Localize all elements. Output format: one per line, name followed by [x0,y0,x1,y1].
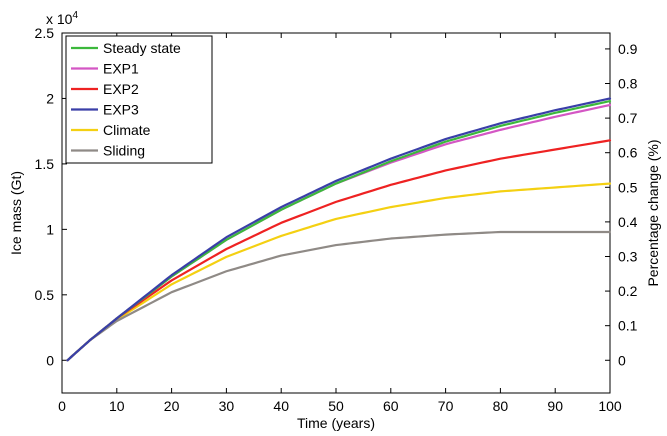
y2-tick-label: 0.5 [618,179,638,195]
y-multiplier-exponent: 4 [72,10,78,21]
y2-axis-ticks: 0 0.1 0.2 0.3 0.4 0.5 0.6 0.7 0.8 0.9 [605,41,638,368]
y2-tick-label: 0.1 [618,318,638,334]
y2-tick-label: 0.4 [618,214,638,230]
series-line-sliding [66,230,612,362]
y-tick-label: 1.5 [35,156,55,172]
legend-label: EXP1 [103,61,139,77]
series-line-exp3 [66,97,612,362]
y-multiplier-base: x 10 [46,11,73,27]
x-tick-label: 90 [547,398,563,414]
y2-tick-label: 0.8 [618,76,638,92]
legend-label: Sliding [103,143,145,159]
x-tick-label: 80 [493,398,509,414]
legend-box [65,35,213,164]
y2-tick-label: 0.6 [618,145,638,161]
legend-label: EXP2 [103,81,139,97]
y-tick-label: 2 [46,90,54,106]
x-tick-label: 0 [58,398,66,414]
legend-label: Climate [103,122,151,138]
y2-tick-label: 0.9 [618,41,638,57]
y-axis-title: Ice mass (Gt) [8,171,24,255]
x-tick-label: 40 [273,398,289,414]
x-tick-label: 50 [328,398,344,414]
series-lines [66,97,612,362]
x-tick-label: 30 [219,398,235,414]
y2-tick-label: 0.3 [618,248,638,264]
y-tick-label: 1 [46,221,54,237]
legend-label: EXP3 [103,102,139,118]
x-tick-label: 100 [598,398,622,414]
x-tick-label: 60 [383,398,399,414]
y-tick-label: 0 [46,352,54,368]
legend-entries: Steady state EXP1 EXP2 EXP3 Climate Sliding [71,40,181,159]
y2-axis-title: Percentage change (%) [645,139,661,286]
y2-tick-label: 0.7 [618,110,638,126]
y-tick-label: 0.5 [35,287,55,303]
x-tick-label: 70 [438,398,454,414]
y2-tick-label: 0.2 [618,283,638,299]
y-multiplier: x 104 [46,10,78,27]
x-tick-label: 20 [164,398,180,414]
x-axis-title: Time (years) [297,415,375,431]
legend-label: Steady state [103,40,181,56]
y2-tick-label: 0 [618,352,626,368]
y-axis-ticks: 0 0.5 1 1.5 2 2.5 [35,25,67,368]
legend: Steady state EXP1 EXP2 EXP3 Climate Sliding [65,35,213,164]
x-axis-ticks: 0 10 20 30 40 50 60 70 80 90 100 [58,33,622,414]
x-tick-label: 10 [109,398,125,414]
y-tick-label: 2.5 [35,25,55,41]
